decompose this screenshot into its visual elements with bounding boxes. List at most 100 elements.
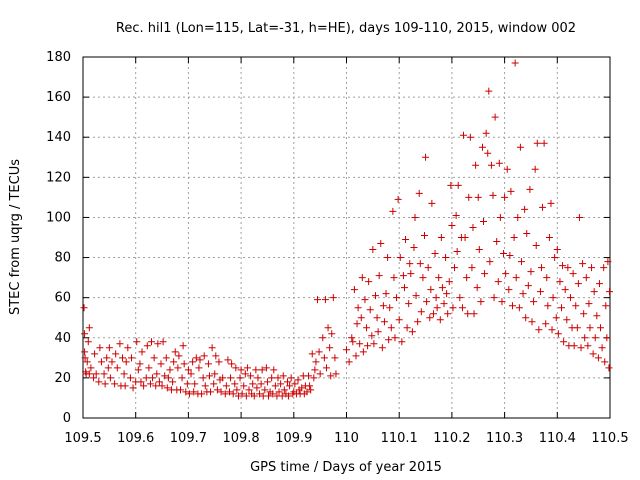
data-point <box>121 382 129 390</box>
data-point <box>354 304 362 312</box>
data-point <box>485 87 493 95</box>
data-point <box>154 340 162 348</box>
data-point <box>127 354 135 362</box>
data-point <box>221 390 229 398</box>
data-point <box>416 260 424 268</box>
data-point <box>142 374 150 382</box>
data-point <box>363 324 371 332</box>
data-point <box>275 388 283 396</box>
data-point <box>554 330 562 338</box>
data-point <box>312 358 320 366</box>
data-point <box>466 133 474 141</box>
data-point <box>427 286 435 294</box>
data-point <box>501 193 509 201</box>
data-point <box>408 328 416 336</box>
data-point <box>348 334 356 342</box>
y-tick-label: 100 <box>46 210 71 225</box>
data-point <box>531 165 539 173</box>
data-point <box>412 292 420 300</box>
data-point <box>243 364 251 372</box>
data-point <box>461 234 469 241</box>
data-point <box>481 270 489 278</box>
data-point <box>516 143 524 151</box>
data-point <box>322 364 330 372</box>
data-point <box>356 340 364 348</box>
data-point <box>196 356 204 364</box>
data-point <box>400 284 408 292</box>
data-point <box>283 378 291 386</box>
data-point <box>261 386 269 394</box>
data-point <box>472 161 480 169</box>
data-point <box>133 338 141 346</box>
data-point <box>532 242 540 250</box>
data-point <box>428 199 436 207</box>
data-point <box>80 304 88 312</box>
data-point <box>435 274 443 282</box>
data-point <box>502 270 510 278</box>
data-point <box>258 366 266 374</box>
data-point <box>552 314 560 322</box>
data-point <box>601 358 609 366</box>
data-point <box>95 378 103 386</box>
data-point <box>442 254 450 262</box>
data-point <box>233 386 241 394</box>
data-point <box>414 318 422 326</box>
data-point <box>274 374 282 382</box>
data-point <box>208 344 216 352</box>
data-point <box>254 374 262 382</box>
data-point <box>429 310 437 318</box>
data-point <box>140 382 148 390</box>
data-point <box>411 213 419 221</box>
data-point <box>236 374 244 382</box>
data-point <box>551 254 559 262</box>
data-point <box>563 316 571 324</box>
data-point <box>590 288 598 296</box>
data-point <box>229 390 237 398</box>
data-point <box>553 246 561 254</box>
data-point <box>526 185 534 193</box>
data-point <box>407 270 415 278</box>
data-point <box>148 338 156 346</box>
data-point <box>268 374 276 382</box>
y-tick-label: 40 <box>54 331 71 346</box>
data-point <box>398 338 406 346</box>
data-point <box>437 234 445 241</box>
data-point <box>157 360 165 368</box>
data-point <box>190 388 198 396</box>
data-point <box>522 314 530 322</box>
data-point <box>164 374 172 382</box>
data-point <box>298 384 306 392</box>
data-point <box>447 181 455 189</box>
data-point <box>517 258 525 266</box>
data-point <box>373 314 381 322</box>
data-point <box>343 346 350 354</box>
data-point <box>81 348 89 356</box>
data-point <box>379 302 387 310</box>
data-point <box>375 272 383 280</box>
data-point <box>234 392 242 400</box>
data-point <box>423 298 431 306</box>
data-point <box>187 370 195 378</box>
data-point <box>443 290 451 298</box>
y-tick-label: 60 <box>54 291 71 306</box>
data-point <box>171 348 179 356</box>
data-point <box>150 354 158 362</box>
data-point <box>453 248 461 256</box>
data-point <box>433 304 441 312</box>
x-tick-label: 109.6 <box>117 431 154 446</box>
data-point <box>491 113 499 121</box>
data-point <box>474 193 482 201</box>
chart-title: Rec. hil1 (Lon=115, Lat=-31, h=HE), days… <box>116 21 576 36</box>
data-point <box>155 378 163 386</box>
data-point <box>396 254 404 262</box>
data-point <box>179 342 187 350</box>
data-point <box>319 334 327 342</box>
data-point <box>510 234 518 241</box>
data-point <box>238 390 246 398</box>
data-point <box>498 298 506 306</box>
data-point <box>581 334 589 342</box>
data-point <box>403 324 411 332</box>
data-point <box>558 304 566 312</box>
data-point <box>574 280 582 288</box>
data-point <box>195 364 203 372</box>
